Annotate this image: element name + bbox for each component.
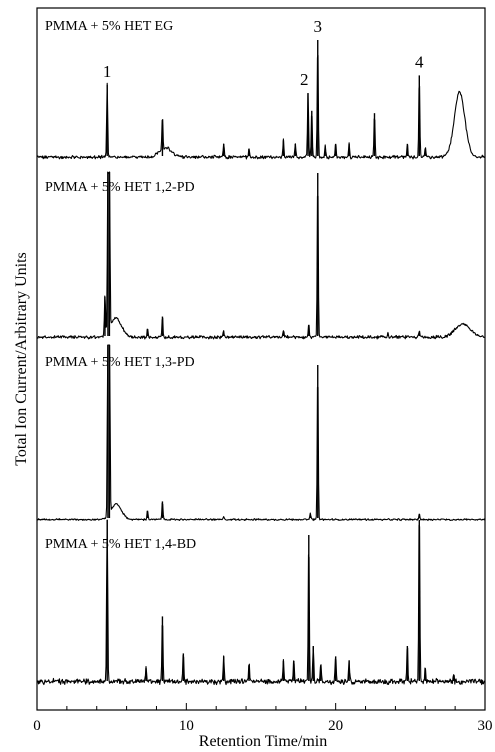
trace-line-1 xyxy=(36,54,485,160)
axes: 0 10 20 30 xyxy=(33,7,493,734)
x-tick-label: 30 xyxy=(478,718,493,734)
trace-line-2 xyxy=(36,171,485,340)
peak-number-label: 2 xyxy=(300,70,309,89)
panel-label-1: PMMA + 5% HET EG xyxy=(45,19,173,34)
trace-line-4 xyxy=(36,519,486,686)
plot-frame xyxy=(36,7,486,711)
x-axis-title: Retention Time/min xyxy=(199,733,327,750)
x-tick-label: 0 xyxy=(33,718,41,734)
x-tick-label: 10 xyxy=(179,718,194,734)
x-tick-label: 20 xyxy=(328,718,343,734)
trace-line-3 xyxy=(37,344,486,522)
peak-number-label: 1 xyxy=(103,62,112,81)
panel-label-3: PMMA + 5% HET 1,3-PD xyxy=(45,355,195,370)
y-axis-title: Total Ion Current/Arbitrary Units xyxy=(13,252,30,466)
panel-label-4: PMMA + 5% HET 1,4-BD xyxy=(45,537,196,552)
peak-number-label: 3 xyxy=(313,17,322,36)
labels: Retention Time/min Total Ion Current/Arbi… xyxy=(13,17,424,750)
peak-number-label: 4 xyxy=(415,52,424,71)
traces xyxy=(36,40,486,686)
panel-label-2: PMMA + 5% HET 1,2-PD xyxy=(45,180,195,195)
